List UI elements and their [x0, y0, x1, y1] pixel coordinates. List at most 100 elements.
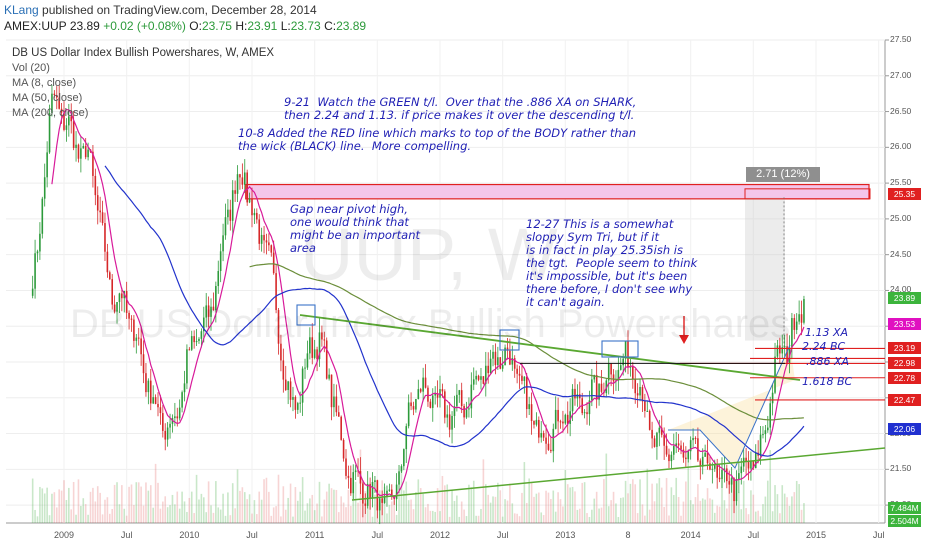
candle-body: [296, 403, 299, 410]
candle-body: [583, 412, 586, 414]
note-red-line: 10-8 Added the RED line which marks to t…: [238, 126, 637, 153]
volume-bar: [427, 503, 429, 523]
candle-body: [181, 392, 183, 408]
volume-bar: [422, 493, 424, 523]
candle-body: [282, 360, 285, 380]
volume-bar: [417, 479, 420, 523]
volume-bar: [405, 481, 408, 523]
legend-ma200[interactable]: MA (200, close): [12, 107, 89, 119]
candle-body: [292, 397, 294, 400]
volume-bar: [128, 486, 130, 523]
candle-body: [253, 212, 256, 216]
candle-body: [530, 404, 533, 421]
candle-body: [569, 411, 571, 424]
volume-bar: [583, 482, 586, 523]
candle-body: [557, 409, 559, 422]
candle-body: [764, 430, 767, 435]
volume-bar: [504, 499, 506, 523]
candle-body: [82, 146, 85, 149]
candle-body: [309, 337, 311, 354]
volume-bar: [735, 500, 738, 523]
candle-body: [564, 414, 567, 424]
volume-bar: [692, 504, 694, 523]
volume-bar: [547, 492, 550, 523]
candle-body: [699, 460, 702, 467]
volume-bar: [480, 508, 482, 523]
candle-body: [542, 433, 545, 438]
candle-body: [342, 439, 345, 459]
volume-bar: [178, 508, 181, 523]
volume-bar: [207, 481, 210, 523]
candle-body: [280, 343, 282, 361]
volume-bar: [533, 496, 535, 523]
volume-bar: [641, 504, 644, 523]
candle-body: [769, 403, 772, 428]
volume-bar: [644, 515, 646, 523]
candle-body: [46, 152, 48, 178]
candle-body: [198, 338, 200, 341]
fib-label-113-xa: 1.13 XA: [805, 326, 849, 339]
candle-body: [48, 113, 51, 153]
pivot-box: [499, 329, 520, 351]
volume-bar: [340, 496, 342, 523]
volume-bar: [424, 507, 427, 523]
volume-bar: [523, 462, 526, 523]
volume-bar: [713, 512, 716, 523]
volume-bar: [619, 497, 622, 523]
volume-bar: [34, 509, 36, 523]
volume-bar: [509, 483, 511, 523]
candle-body: [412, 406, 415, 410]
volume-bar: [337, 512, 340, 523]
volume-bar: [280, 516, 282, 523]
volume-bar: [388, 504, 391, 523]
legend-ma8[interactable]: MA (8, close): [12, 77, 77, 89]
candle-body: [333, 396, 335, 408]
volume-bar: [398, 491, 400, 523]
candle-body: [311, 337, 314, 358]
volume-bar: [268, 491, 270, 523]
volume-bar: [538, 492, 540, 523]
volume-bar: [511, 503, 514, 523]
volume-bar: [545, 490, 547, 523]
low-value: 23.73: [290, 19, 321, 33]
moving-averages: [51, 108, 805, 499]
volume-bar: [407, 500, 410, 523]
measure-chip: 2.71 (12%): [746, 167, 820, 182]
candle-body: [65, 125, 68, 130]
volume-bar: [458, 516, 461, 523]
candle-body: [369, 483, 371, 499]
volume-bar: [84, 504, 87, 523]
y-tick-label: 24.50: [890, 248, 912, 259]
legend-volume[interactable]: Vol (20): [12, 62, 50, 74]
candle-body: [588, 400, 591, 415]
legend-ma50[interactable]: MA (50, close): [12, 92, 83, 104]
x-tick-label: 2009: [53, 530, 75, 540]
author-name[interactable]: KLang: [4, 3, 39, 17]
candle-body: [125, 291, 128, 313]
candle-body: [431, 395, 434, 408]
candle-body: [398, 471, 400, 485]
candle-body: [277, 310, 280, 344]
volume-bar: [410, 499, 412, 523]
volume-bar: [434, 511, 436, 523]
candle-body: [268, 242, 270, 246]
candle-body: [779, 345, 781, 354]
candle-body: [270, 245, 273, 253]
ascending-trendline: [351, 447, 886, 501]
candle-body: [721, 469, 723, 480]
volume-bar: [627, 493, 629, 523]
volume-bar: [296, 500, 299, 523]
volume-bar: [468, 484, 470, 523]
watermark-symbol: UUP, W: [300, 213, 558, 296]
volume-bar: [603, 479, 605, 523]
candle-body: [653, 438, 656, 447]
volume-bar: [60, 490, 63, 523]
volume-bar: [716, 505, 718, 523]
volume-bar: [665, 477, 668, 523]
target-box: [744, 188, 871, 200]
volume-bar: [463, 509, 465, 523]
candle-body: [193, 336, 195, 343]
candle-body: [692, 438, 694, 441]
candle-body: [386, 490, 388, 497]
